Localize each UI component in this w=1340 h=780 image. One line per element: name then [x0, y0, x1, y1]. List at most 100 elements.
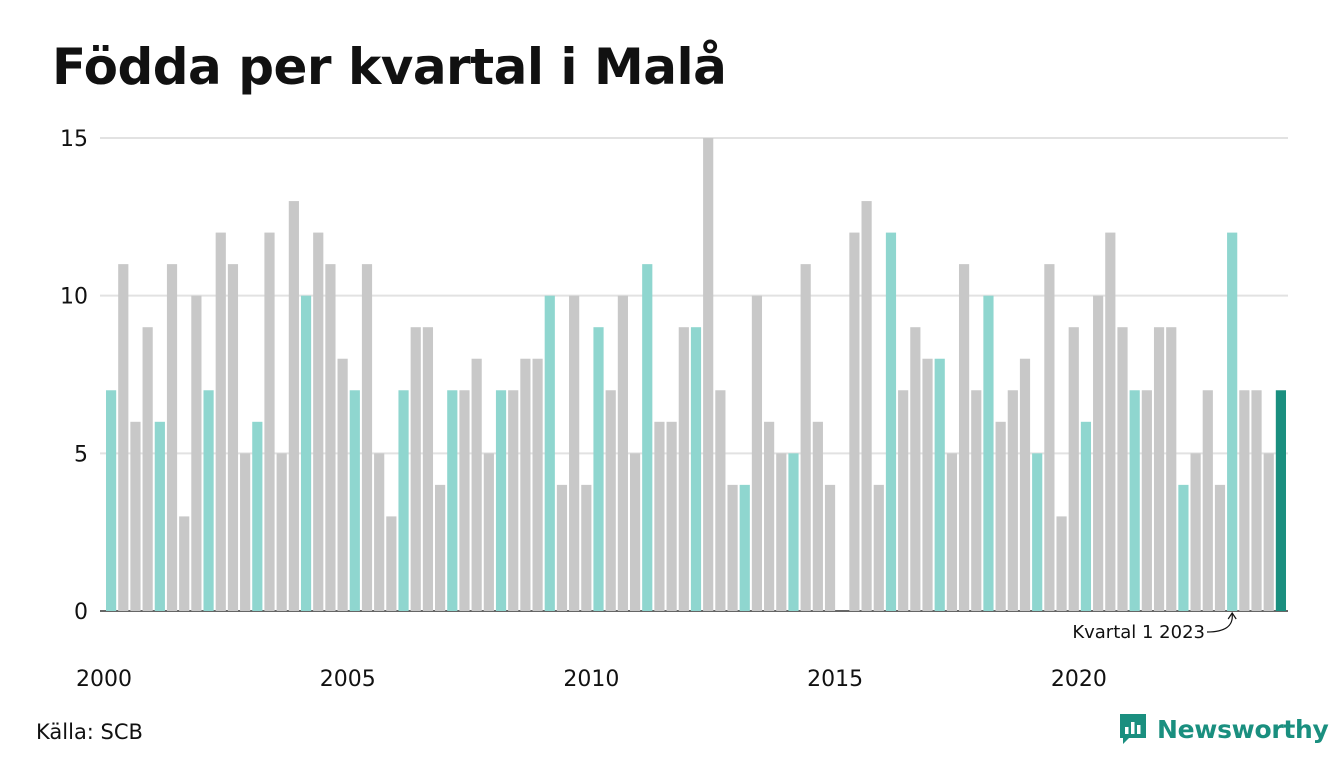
bar-2004-q4	[337, 358, 348, 611]
bar-2009-q2	[556, 484, 568, 611]
bar-2008-q3	[520, 358, 531, 611]
bar-2021-q3	[1153, 327, 1165, 611]
bar-2019-q3	[1056, 516, 1067, 611]
bar-2012-q1	[690, 327, 702, 611]
bar-2022-q1	[1178, 484, 1189, 611]
bar-2007-q4	[483, 453, 494, 611]
bar-2006-q2	[410, 327, 421, 611]
bar-2005-q3	[374, 453, 385, 611]
bar-chart: 0 5 10 15 2000 2005 2010 2015 2020 Kvartal 1 20…	[60, 127, 1288, 692]
bar-2001-q2	[166, 264, 178, 611]
bar-2008-q4	[532, 358, 543, 611]
bar-2018-q2	[995, 421, 1006, 611]
bar-2012-q4	[727, 484, 738, 611]
bar-2009-q3	[569, 295, 580, 611]
source-label: Källa: SCB	[36, 720, 143, 744]
bar-2023-q2	[1239, 390, 1250, 611]
bar-2018-q1	[983, 295, 994, 611]
bar-2018-q3	[1007, 390, 1018, 611]
bar-2023-q1	[1227, 232, 1238, 611]
bar-2020-q3	[1105, 232, 1116, 611]
bar-2016-q2	[898, 390, 909, 611]
bar-2002-q3	[227, 264, 239, 611]
bar-2024-q1	[1275, 390, 1286, 611]
bar-2017-q1	[934, 358, 945, 611]
bar-2002-q4	[240, 453, 251, 611]
bar-2010-q1	[593, 327, 604, 611]
bar-2011-q4	[678, 327, 689, 611]
x-tick-label: 2015	[807, 667, 863, 692]
bar-2016-q1	[885, 232, 897, 611]
bar-2022-q4	[1214, 484, 1226, 611]
bar-2006-q3	[422, 327, 434, 611]
bar-2000-q1	[106, 390, 117, 611]
bar-2003-q1	[252, 421, 263, 611]
bar-2013-q2	[751, 295, 763, 611]
bar-2015-q2	[849, 232, 860, 611]
brand-name: Newsworthy	[1157, 714, 1329, 744]
y-axis-ticks: 0 5 10 15	[60, 127, 88, 625]
bar-2021-q4	[1166, 327, 1177, 611]
bar-2005-q1	[349, 390, 360, 611]
bar-2019-q1	[1032, 453, 1043, 611]
x-tick-label: 2000	[76, 667, 132, 692]
bar-2013-q3	[764, 421, 775, 611]
bar-2006-q1	[398, 390, 409, 611]
bar-2011-q3	[666, 421, 677, 611]
bar-2023-q4	[1263, 453, 1274, 611]
annotation-arrowhead	[1227, 611, 1237, 620]
bar-2020-q4	[1117, 327, 1128, 611]
bar-2012-q2	[703, 138, 714, 611]
bar-2015-q3	[861, 201, 872, 612]
bar-2000-q2	[118, 264, 129, 611]
bar-2014-q4	[824, 484, 836, 611]
bar-2016-q3	[910, 327, 921, 611]
bar-2010-q2	[605, 390, 616, 611]
annotation-arrow	[1206, 613, 1233, 633]
bar-2008-q2	[508, 390, 519, 611]
bar-2010-q4	[629, 453, 641, 611]
bar-2009-q4	[581, 484, 592, 611]
bar-2018-q4	[1019, 358, 1031, 611]
newsworthy-logo-icon	[1120, 714, 1146, 744]
bar-2002-q2	[215, 232, 226, 611]
x-tick-label: 2020	[1051, 667, 1107, 692]
bar-2023-q3	[1251, 390, 1262, 611]
bar-2013-q4	[776, 453, 787, 611]
x-tick-label: 2010	[563, 667, 619, 692]
bar-2001-q1	[154, 421, 165, 611]
bar-2004-q1	[300, 295, 312, 611]
bar-2005-q4	[386, 516, 397, 611]
bar-2017-q2	[946, 453, 957, 611]
bar-2017-q4	[971, 390, 982, 611]
bar-2001-q4	[191, 295, 202, 611]
bar-2000-q3	[130, 421, 141, 611]
bar-2022-q3	[1202, 390, 1213, 611]
bar-2003-q4	[288, 201, 299, 612]
bar-2014-q3	[812, 421, 823, 611]
bar-2021-q2	[1141, 390, 1152, 611]
bar-2019-q2	[1044, 264, 1055, 611]
chart-title: Födda per kvartal i Malå	[52, 38, 727, 96]
bar-2001-q3	[179, 516, 190, 611]
bars	[106, 138, 1286, 612]
x-axis-ticks: 2000 2005 2010 2015 2020	[76, 667, 1107, 692]
y-tick-label: 0	[74, 600, 88, 625]
bar-2021-q1	[1129, 390, 1140, 611]
bar-2020-q2	[1093, 295, 1104, 611]
y-tick-label: 10	[60, 285, 88, 310]
bar-2016-q4	[922, 358, 933, 611]
bar-2002-q1	[203, 390, 214, 611]
y-tick-label: 15	[60, 127, 88, 152]
bar-2007-q1	[447, 390, 458, 611]
annotation-label: Kvartal 1 2023	[1072, 622, 1205, 643]
annotation: Kvartal 1 2023	[1072, 611, 1237, 643]
bar-2010-q3	[617, 295, 628, 611]
brand-logo[interactable]: Newsworthy	[1117, 712, 1329, 746]
bar-2007-q2	[459, 390, 470, 611]
bar-2004-q3	[325, 264, 336, 611]
bar-2011-q1	[642, 264, 653, 611]
bar-2011-q2	[654, 421, 665, 611]
bar-2000-q4	[142, 327, 153, 611]
bar-2005-q2	[361, 264, 373, 611]
